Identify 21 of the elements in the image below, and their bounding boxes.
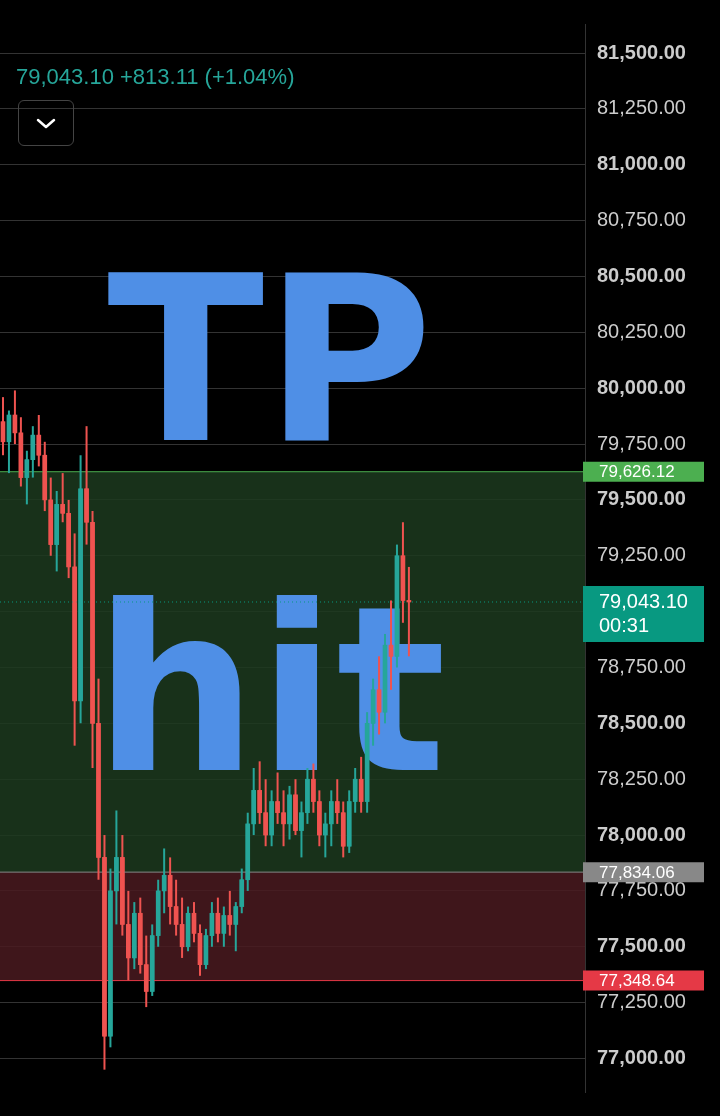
text: 79,043.10 +813.11 (+1.04%) bbox=[16, 64, 295, 90]
y-tick-label: 78,750.00 bbox=[597, 655, 686, 677]
ref-line-label: 77,348.64 bbox=[599, 971, 675, 991]
y-tick-label: 81,250.00 bbox=[597, 96, 686, 119]
y-tick-label: 77,250.00 bbox=[597, 990, 686, 1013]
y-tick-label: 77,500.00 bbox=[597, 934, 686, 957]
ref-line-label: 79,626.12 bbox=[599, 462, 675, 482]
y-tick-label: 80,250.00 bbox=[597, 319, 686, 342]
y-tick-label: 78,500.00 bbox=[597, 710, 686, 733]
y-tick-label: 79,500.00 bbox=[597, 487, 686, 510]
y-tick-label: 78,000.00 bbox=[597, 822, 686, 845]
y-tick-label: 80,500.00 bbox=[597, 263, 686, 286]
y-tick-label: 81,000.00 bbox=[597, 152, 686, 175]
y-tick-label: 80,750.00 bbox=[597, 208, 686, 231]
y-tick-label: 79,750.00 bbox=[597, 431, 686, 454]
y-tick-label: 78,250.00 bbox=[597, 766, 686, 789]
y-tick-label: 81,500.00 bbox=[597, 40, 686, 63]
y-tick-label: 77,000.00 bbox=[597, 1046, 686, 1068]
y-tick-label: 79,250.00 bbox=[597, 543, 686, 566]
y-tick-label: 80,000.00 bbox=[597, 375, 686, 398]
ref-line-label: 79,043.10 00:31 bbox=[599, 589, 688, 636]
